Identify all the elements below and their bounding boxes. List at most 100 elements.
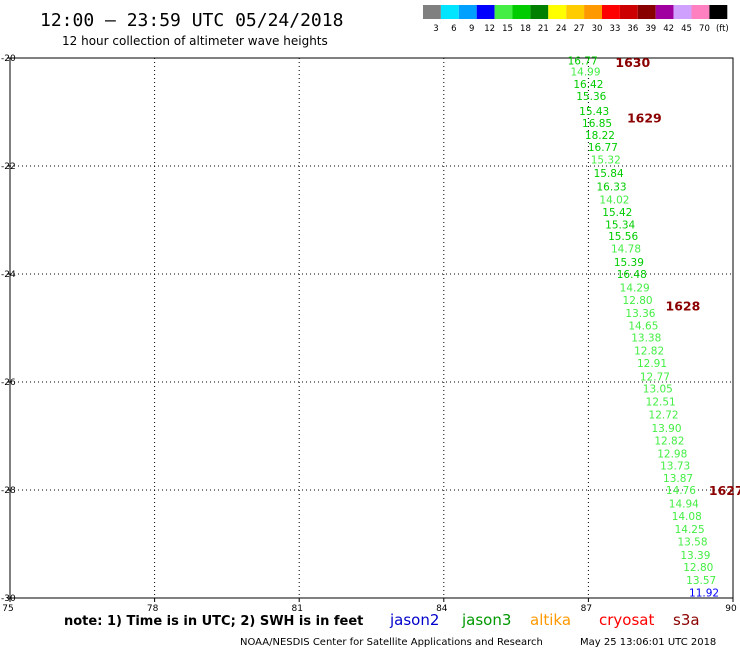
satellite-legend-altika: altika <box>530 611 571 629</box>
scale-label: 21 <box>538 24 549 34</box>
scale-label: 45 <box>681 24 692 34</box>
wave-height-point: 12.51 <box>646 396 676 408</box>
scale-swatch <box>709 5 728 19</box>
x-tick-label: 75 <box>2 604 13 614</box>
wave-height-point: 13.57 <box>686 575 716 587</box>
wave-height-point: 16.33 <box>597 182 627 194</box>
scale-label: 18 <box>520 24 531 34</box>
pass-number-label: 1630 <box>615 55 650 70</box>
wave-height-point: 12.72 <box>649 409 679 421</box>
wave-height-point: 13.73 <box>660 461 690 473</box>
wave-height-point: 15.34 <box>605 219 635 231</box>
wave-height-point: 14.08 <box>672 511 702 523</box>
y-tick-label: -30 <box>1 594 16 604</box>
pass-number-label: 1629 <box>627 110 662 125</box>
wave-height-point: 12.91 <box>637 358 667 370</box>
y-tick-label: -26 <box>1 378 16 388</box>
wave-height-point: 18.22 <box>585 130 615 142</box>
satellite-legend-jason2: jason2 <box>389 611 439 629</box>
wave-height-point: 15.36 <box>576 91 606 103</box>
wave-height-point: 16.77 <box>588 142 618 154</box>
wave-height-point: 12.80 <box>683 562 713 574</box>
satellite-legend: jason2 jason3 altika cryosat s3a <box>389 611 700 629</box>
wave-height-point: 14.76 <box>666 485 696 497</box>
x-tick-label: 90 <box>725 604 737 614</box>
scale-label: 30 <box>592 24 603 34</box>
scale-swatch <box>584 5 602 19</box>
wave-height-point: 15.43 <box>579 106 609 118</box>
wave-height-point: 15.32 <box>591 155 621 167</box>
wave-height-point: 14.78 <box>611 244 641 256</box>
scale-label: (ft) <box>716 24 729 34</box>
satellite-legend-jason3: jason3 <box>461 611 511 629</box>
wave-height-point: 14.99 <box>570 67 600 79</box>
scale-swatch <box>476 5 495 19</box>
wave-height-point: 14.94 <box>669 499 699 511</box>
pass-number-label: 1627 <box>709 483 740 498</box>
wave-height-point: 12.77 <box>640 372 670 384</box>
scale-label: 12 <box>484 24 495 34</box>
y-tick-label: -28 <box>1 486 16 496</box>
x-tick-label: 87 <box>581 604 592 614</box>
satellite-legend-cryosat: cryosat <box>599 611 654 629</box>
color-scale-legend: 3 6 9 12 15 18 21 24 27 30 33 36 39 42 45 70 (ft) <box>423 5 729 34</box>
wave-height-point: 15.84 <box>594 168 624 180</box>
wave-height-point: 13.05 <box>643 383 673 395</box>
wave-height-point: 13.90 <box>651 423 681 435</box>
wave-height-point: 13.36 <box>625 308 655 320</box>
chart-title: 12:00 – 23:59 UTC 05/24/2018 <box>40 10 343 31</box>
plot-area: 75 78 81 84 87 90 -20-22-24-26-28-30 16.7714.… <box>1 54 740 614</box>
footer-note: note: 1) Time is in UTC; 2) SWH is in fe… <box>64 614 363 629</box>
pass-labels: 1630 1629 1628 1627 <box>615 55 740 498</box>
wave-height-point: 16.48 <box>617 269 647 281</box>
wave-height-point: 16.77 <box>568 56 598 68</box>
wave-height-point: 13.58 <box>677 536 707 548</box>
wave-height-point: 15.39 <box>614 257 644 269</box>
wave-height-point: 13.87 <box>663 473 693 485</box>
data-points: 16.7714.9916.4215.3615.4316.8518.2216.77… <box>568 56 720 600</box>
scale-swatch <box>423 5 441 19</box>
grid-lines <box>10 58 733 598</box>
scale-swatch <box>619 5 638 19</box>
wave-height-point: 13.39 <box>680 550 710 562</box>
scale-label: 3 <box>433 24 438 34</box>
scale-label: 39 <box>645 24 656 34</box>
wave-height-point: 11.92 <box>689 588 719 600</box>
scale-label: 27 <box>574 24 585 34</box>
scale-label: 6 <box>451 24 456 34</box>
footer-timestamp: May 25 13:06:01 UTC 2018 <box>580 637 716 648</box>
x-axis-ticks: 75 78 81 84 87 90 <box>2 598 737 614</box>
wave-height-point: 14.02 <box>599 194 629 206</box>
scale-swatch <box>602 5 620 19</box>
scale-swatch <box>458 5 477 19</box>
wave-height-point: 16.42 <box>573 79 603 91</box>
chart-subtitle: 12 hour collection of altimeter wave hei… <box>62 34 328 48</box>
y-axis-ticks: -20 -22 -24 -26 -28 -30 <box>1 54 16 604</box>
wave-height-point: 12.82 <box>654 435 684 447</box>
scale-label: 42 <box>663 24 674 34</box>
wave-height-point: 14.29 <box>620 283 650 295</box>
scale-swatch <box>566 5 585 19</box>
wave-height-point: 12.98 <box>657 448 687 460</box>
scale-label: 70 <box>699 24 710 34</box>
satellite-legend-s3a: s3a <box>673 611 700 629</box>
y-tick-label: -20 <box>1 54 16 64</box>
scale-swatch <box>673 5 692 19</box>
wave-height-point: 14.65 <box>628 320 658 332</box>
wave-height-point: 13.38 <box>631 333 661 345</box>
x-tick-label: 78 <box>147 604 159 614</box>
scale-label: 36 <box>627 24 638 34</box>
scale-label: 9 <box>469 24 474 34</box>
scale-swatch <box>494 5 513 19</box>
wave-height-point: 12.82 <box>634 346 664 358</box>
wave-height-point: 12.80 <box>623 295 653 307</box>
x-tick-label: 84 <box>436 604 448 614</box>
scale-swatch <box>637 5 656 19</box>
scale-swatch <box>691 5 710 19</box>
scale-label: 15 <box>502 24 513 34</box>
y-tick-label: -22 <box>1 162 16 172</box>
scale-label: 33 <box>610 24 621 34</box>
wave-height-point: 16.85 <box>582 118 612 130</box>
scale-swatch <box>548 5 567 19</box>
